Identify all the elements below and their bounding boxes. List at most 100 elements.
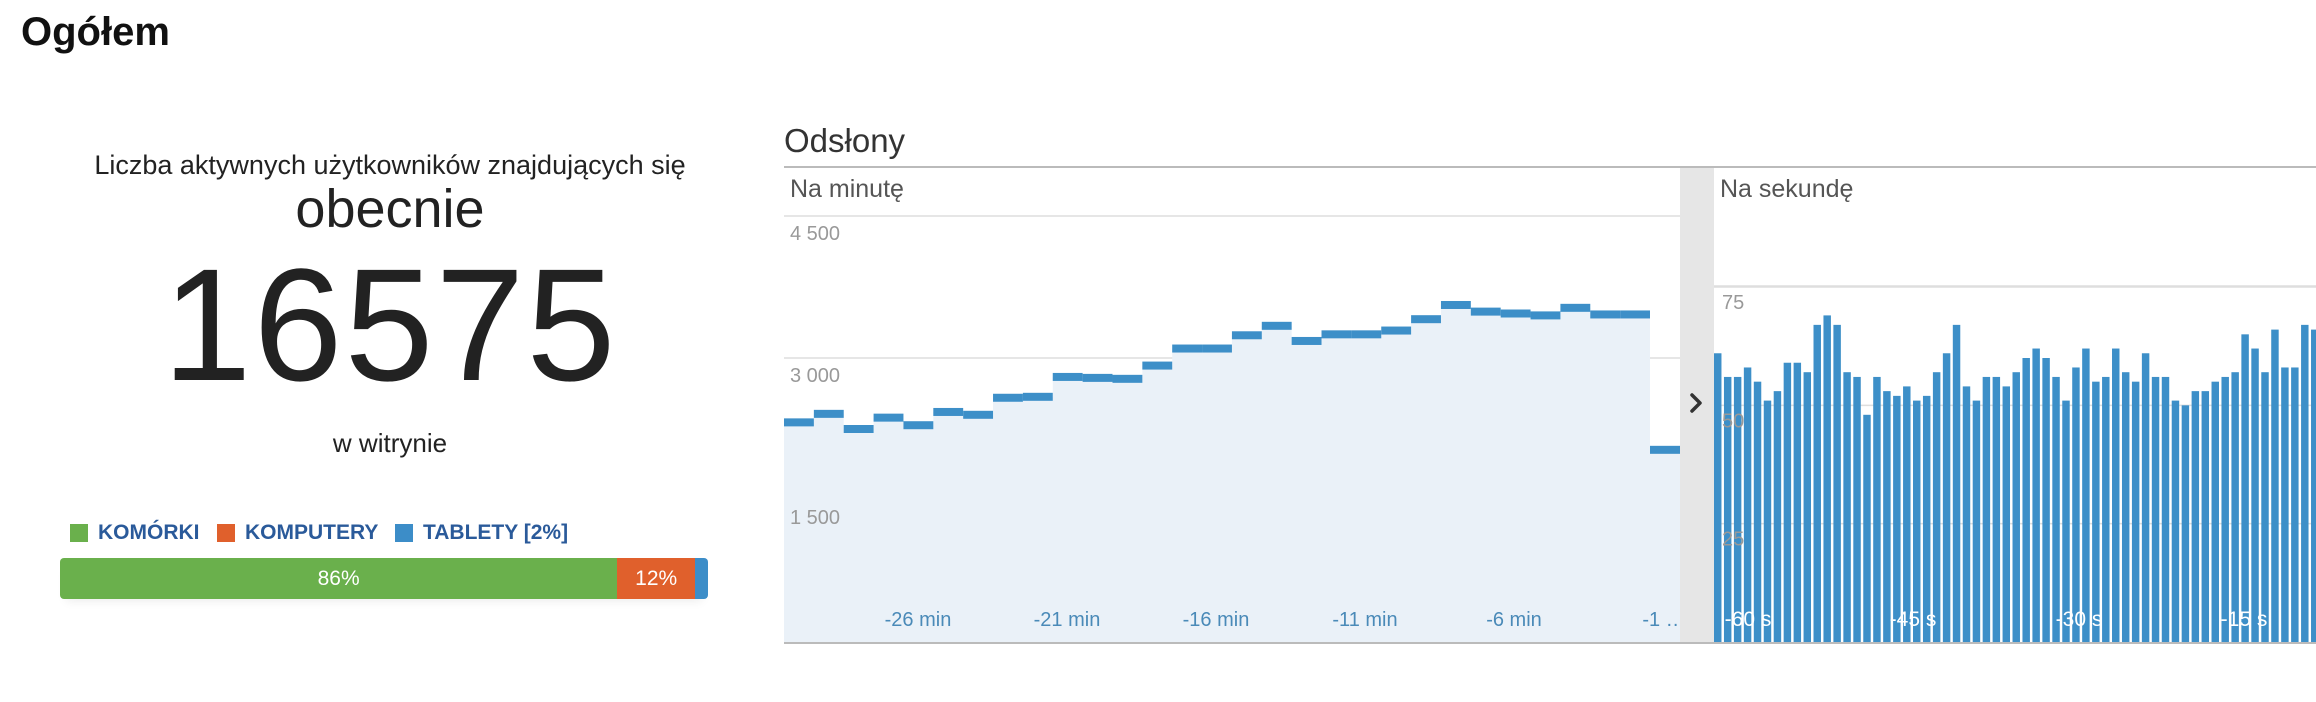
per-second-bar xyxy=(2221,376,2229,642)
per-second-bar xyxy=(1853,376,1861,642)
per-second-bar xyxy=(2082,348,2090,642)
legend-item-tablet[interactable]: TABLETY [2%] xyxy=(395,520,568,546)
per-minute-title: Na minutę xyxy=(790,175,904,203)
active-users-now-label: obecnie xyxy=(295,179,485,239)
per-second-bar xyxy=(2171,400,2180,642)
per-second-bar xyxy=(1733,376,1742,642)
per-second-bar xyxy=(2062,400,2070,642)
per-second-bar xyxy=(1972,400,1981,642)
per-second-bar xyxy=(1873,376,1881,642)
per-second-y-tick-label: 50 xyxy=(1722,410,1744,432)
per-second-bar xyxy=(1823,315,1831,642)
pageviews-divider xyxy=(784,166,2316,168)
per-second-bar xyxy=(2002,386,2011,642)
per-minute-x-tick-label: -6 min xyxy=(1486,609,1542,631)
per-second-bar xyxy=(1903,386,1911,642)
active-users-count: 16575 xyxy=(162,235,618,414)
per-minute-step xyxy=(993,393,1023,402)
per-second-bar xyxy=(2102,376,2110,642)
per-second-bar xyxy=(2151,376,2160,642)
per-second-bar xyxy=(2311,329,2316,642)
per-second-x-tick-label: -45 s xyxy=(1890,608,1937,631)
per-second-bar xyxy=(2072,367,2080,642)
per-second-bar xyxy=(2112,348,2120,642)
per-minute-step xyxy=(1321,330,1352,339)
per-second-bar xyxy=(2301,324,2309,642)
per-minute-step xyxy=(1202,344,1232,353)
per-second-bar xyxy=(2291,367,2299,642)
per-minute-fill xyxy=(784,304,1680,642)
pageviews-title: Odsłony xyxy=(784,122,906,159)
legend-label-tablet: TABLETY [2%] xyxy=(423,521,569,544)
per-second-bar xyxy=(1833,324,1841,642)
per-second-bar xyxy=(2022,358,2030,642)
per-second-bar xyxy=(2121,372,2130,642)
per-minute-x-tick-label: -11 min xyxy=(1332,609,1397,631)
per-second-bar xyxy=(2012,372,2020,642)
per-minute-step xyxy=(873,413,904,422)
per-minute-step xyxy=(1351,330,1382,339)
per-minute-step xyxy=(903,421,934,430)
device-segment-desktop[interactable]: 12% xyxy=(617,558,696,599)
per-second-bar xyxy=(1982,376,1991,642)
per-minute-step xyxy=(1411,315,1441,324)
per-second-x-tick-label: -60 s xyxy=(1725,608,1772,631)
legend-swatch-mobile xyxy=(70,524,88,542)
per-second-bar xyxy=(1952,324,1961,642)
per-second-bar xyxy=(1913,400,1921,642)
per-second-bar xyxy=(1942,353,1951,642)
legend-label-mobile: KOMÓRKI xyxy=(98,521,200,544)
per-minute-step xyxy=(1142,361,1173,370)
per-minute-y-tick-label: 3 000 xyxy=(790,365,840,387)
per-minute-step xyxy=(1082,373,1113,382)
per-minute-series xyxy=(784,300,1680,454)
per-second-y-tick-label: 75 xyxy=(1722,292,1744,314)
legend-swatch-tablet xyxy=(395,524,413,542)
per-second-bar xyxy=(1962,386,1971,642)
legend-item-mobile[interactable]: KOMÓRKI xyxy=(70,520,200,546)
per-second-bar xyxy=(1922,395,1931,642)
per-minute-y-ticks: 1 500 3 000 4 500 xyxy=(790,223,840,529)
chart-baseline xyxy=(784,642,2316,644)
chevron-right-icon[interactable] xyxy=(1690,393,1702,413)
per-minute-step xyxy=(1231,331,1262,340)
active-users-label: Liczba aktywnych użytkowników znajdujący… xyxy=(94,150,686,180)
per-second-bar xyxy=(2211,381,2219,642)
per-second-bar xyxy=(2191,391,2200,642)
per-second-bar xyxy=(1893,395,1901,642)
per-second-bar xyxy=(2161,376,2170,642)
per-second-bar xyxy=(1932,372,1941,642)
pageviews-charts: 1 500 3 000 4 500 -26 min -21 min -16 min -11… xyxy=(784,168,2316,644)
per-minute-x-tick-label: -26 min xyxy=(885,609,952,631)
per-minute-step xyxy=(1650,445,1680,454)
per-minute-step xyxy=(1470,307,1501,316)
per-second-y-ticks: 25 50 75 xyxy=(1722,292,1744,551)
per-second-bar xyxy=(1743,367,1752,642)
per-second-bar xyxy=(1783,362,1792,642)
per-second-bar xyxy=(2251,348,2259,642)
per-minute-x-tick-label: -21 min xyxy=(1034,609,1101,631)
per-minute-chart: 1 500 3 000 4 500 -26 min -21 min -16 min -11… xyxy=(784,175,1686,642)
per-second-bar xyxy=(1763,400,1772,642)
per-second-bar xyxy=(1863,414,1871,642)
per-second-bar xyxy=(2092,381,2100,642)
per-second-bar xyxy=(2231,372,2239,642)
per-second-bar xyxy=(1803,372,1812,642)
per-second-bar xyxy=(2271,329,2279,642)
device-segment-mobile[interactable]: 86% xyxy=(60,558,618,599)
legend-item-desktop[interactable]: KOMPUTERY xyxy=(217,520,378,546)
per-second-bar xyxy=(1773,391,1782,642)
per-second-bar xyxy=(1714,353,1722,642)
per-second-bar xyxy=(2141,353,2150,642)
per-minute-step xyxy=(1172,344,1203,353)
per-second-chart: 25 50 75 -60 s -45 s -30 s -15 s Na sekundę xyxy=(1714,175,2316,642)
page-title: Ogółem xyxy=(21,10,170,54)
per-second-bar xyxy=(2241,334,2249,642)
device-segment-tablet[interactable] xyxy=(695,558,708,599)
per-second-bar xyxy=(1723,376,1732,642)
per-minute-step xyxy=(843,425,874,433)
per-minute-y-tick-label: 1 500 xyxy=(790,507,840,529)
legend-swatch-desktop xyxy=(217,524,235,542)
per-second-title: Na sekundę xyxy=(1720,175,1853,203)
per-minute-step xyxy=(1530,311,1561,320)
